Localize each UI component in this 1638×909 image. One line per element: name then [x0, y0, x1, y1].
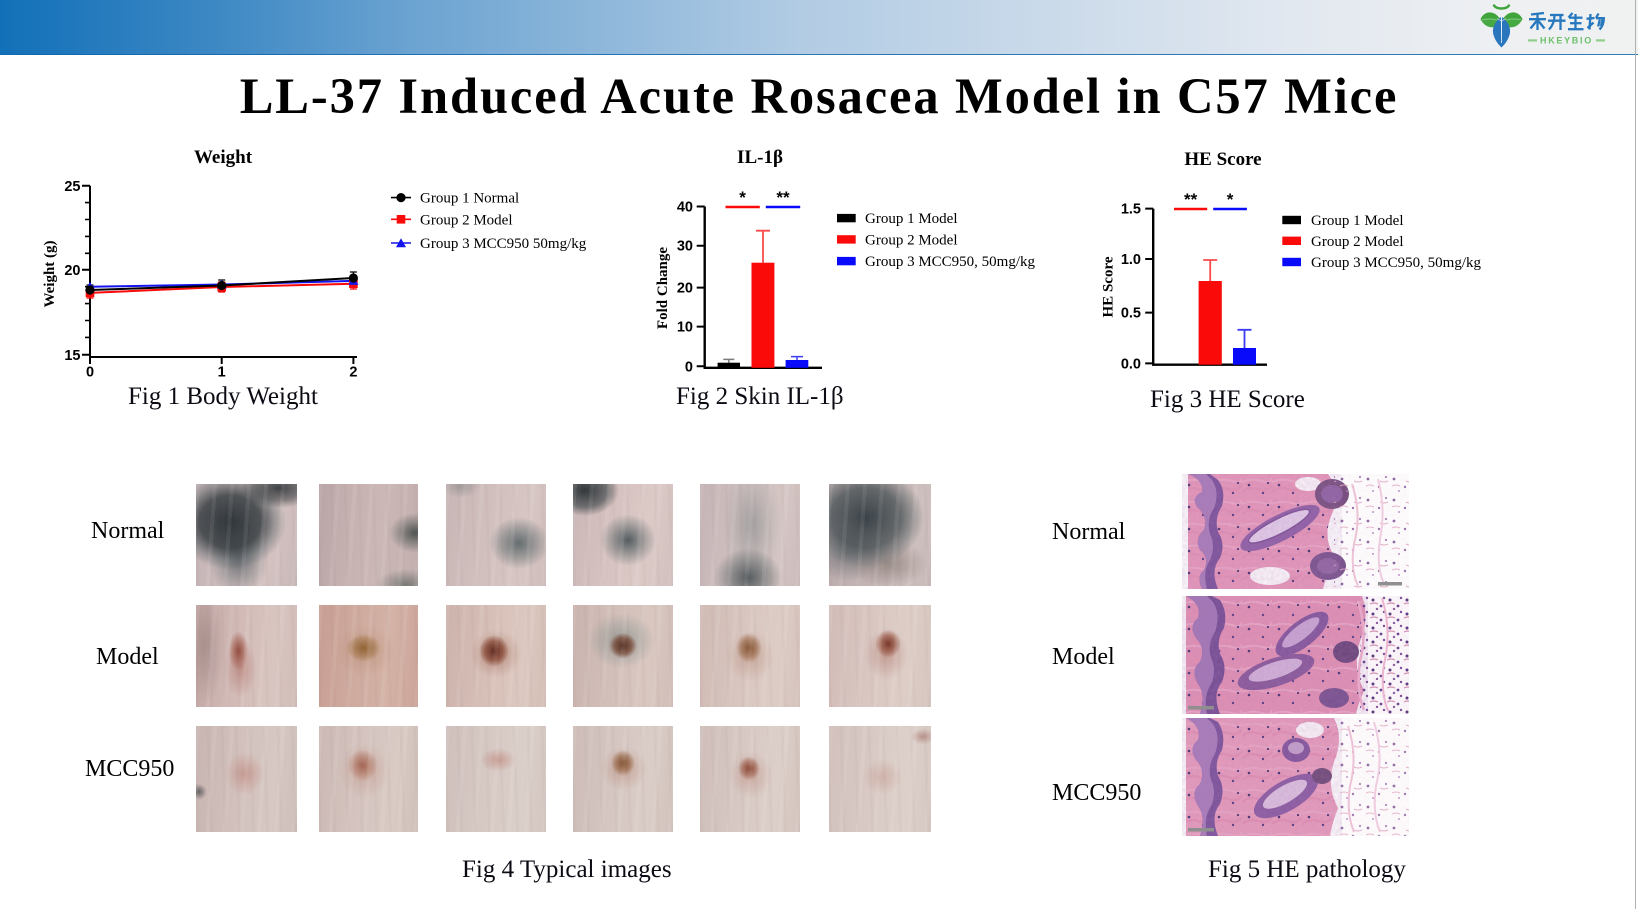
svg-text:20: 20: [677, 281, 693, 297]
svg-text:Weight: Weight: [194, 147, 253, 168]
svg-text:*: *: [1227, 190, 1234, 209]
svg-text:IL-1β: IL-1β: [737, 147, 783, 168]
svg-text:Weight (g): Weight (g): [42, 240, 58, 307]
svg-text:Group 1 Normal: Group 1 Normal: [420, 191, 519, 207]
svg-text:Group 1 Model: Group 1 Model: [1311, 213, 1404, 229]
svg-text:0: 0: [685, 359, 693, 375]
svg-text:1.5: 1.5: [1121, 202, 1141, 218]
svg-text:10: 10: [677, 320, 693, 336]
svg-text:1: 1: [218, 365, 226, 381]
svg-text:Group 3 MCC950, 50mg/kg: Group 3 MCC950, 50mg/kg: [1311, 255, 1482, 271]
svg-text:*: *: [739, 188, 746, 207]
svg-text:Group 2 Model: Group 2 Model: [865, 232, 958, 248]
svg-text:15: 15: [64, 348, 80, 364]
svg-text:20: 20: [64, 263, 80, 279]
svg-text:25: 25: [64, 179, 80, 195]
svg-text:40: 40: [677, 200, 693, 216]
svg-text:0: 0: [86, 365, 94, 381]
svg-text:Fold Change: Fold Change: [655, 247, 671, 329]
svg-text:**: **: [776, 188, 790, 207]
svg-text:Group 3 MCC950, 50mg/kg: Group 3 MCC950, 50mg/kg: [865, 254, 1036, 270]
svg-text:**: **: [1184, 190, 1198, 209]
svg-text:Group 2 Model: Group 2 Model: [420, 212, 513, 228]
svg-text:HE Score: HE Score: [1101, 256, 1117, 317]
svg-text:30: 30: [677, 239, 693, 255]
svg-text:0.0: 0.0: [1121, 356, 1141, 372]
svg-text:0.5: 0.5: [1121, 306, 1141, 322]
svg-text:1.0: 1.0: [1121, 252, 1141, 268]
svg-text:Group 2 Model: Group 2 Model: [1311, 234, 1404, 250]
svg-text:HKEYBIO: HKEYBIO: [1540, 36, 1593, 46]
svg-text:2: 2: [349, 365, 357, 381]
svg-text:Group 1 Model: Group 1 Model: [865, 211, 958, 227]
svg-text:HE Score: HE Score: [1184, 149, 1261, 170]
svg-text:Group 3 MCC950 50mg/kg: Group 3 MCC950 50mg/kg: [420, 236, 587, 252]
